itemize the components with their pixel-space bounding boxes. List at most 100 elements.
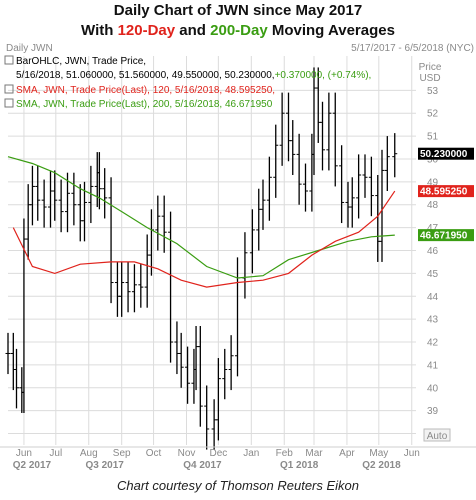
x-tick-month: Oct xyxy=(146,448,162,459)
price-bar xyxy=(52,170,58,221)
sma200-legend: SMA, JWN, Trade Price(Last), 200, 5/16/2… xyxy=(16,99,273,110)
sma120-legend: SMA, JWN, Trade Price(Last), 120, 5/16/2… xyxy=(16,85,275,96)
y-tick-label: 40 xyxy=(427,383,439,394)
price-bar xyxy=(279,92,285,166)
price-bar xyxy=(356,154,362,219)
price-tags: 50.230000 48.595250 46.671950 xyxy=(418,147,474,242)
price-axis-label: Price xyxy=(419,62,442,73)
ohlc-change: +0.370000, (+0.74%), xyxy=(275,70,372,81)
y-tick-label: 50 xyxy=(427,154,439,165)
subtitle-sma200: 200-Day xyxy=(210,22,268,39)
y-tick-label: 39 xyxy=(427,406,439,417)
y-tick-label: 47 xyxy=(427,223,439,234)
x-tick-month: Aug xyxy=(80,448,98,459)
chart-subtitle: With 120-Day and 200-Day Moving Averages xyxy=(0,22,476,39)
y-tick-label: 44 xyxy=(427,292,439,303)
price-bar xyxy=(65,172,70,233)
ohlc-legend-line2: 5/16/2018, 51.060000, 51.560000, 49.5500… xyxy=(16,70,371,81)
price-bar xyxy=(161,195,167,253)
y-tick-label: 46 xyxy=(427,246,439,257)
x-tick-quarter: Q2 2017 xyxy=(13,460,52,471)
price-bar xyxy=(249,209,255,274)
price-bar xyxy=(222,348,228,400)
price-bar xyxy=(138,264,144,308)
x-tick-quarter: Q1 2018 xyxy=(280,460,319,471)
price-bar xyxy=(368,156,374,217)
x-tick-quarter: Q4 2017 xyxy=(183,460,222,471)
x-tick-month: Feb xyxy=(276,448,294,459)
price-bar xyxy=(131,264,137,313)
price-bar xyxy=(5,332,11,375)
ohlc-legend-icon[interactable] xyxy=(4,55,14,65)
y-tick-label: 42 xyxy=(427,338,439,349)
x-tick-month: Sep xyxy=(113,448,131,459)
x-tick-month: Jun xyxy=(16,448,32,459)
price-bar xyxy=(339,145,345,224)
chart-name-label: Daily JWN xyxy=(6,43,53,54)
price-bar xyxy=(58,179,64,233)
price-bar xyxy=(260,179,266,230)
price-bar xyxy=(349,177,355,228)
legend: BarOHLC, JWN, Trade Price, 5/16/2018, 51… xyxy=(4,55,371,110)
subtitle-prefix: With xyxy=(81,22,118,39)
chart-credit: Chart courtesy of Thomson Reuters Eikon xyxy=(116,478,360,493)
price-bar xyxy=(320,101,325,171)
price-bar xyxy=(178,332,184,388)
price-bar xyxy=(290,120,296,175)
price-bar xyxy=(332,92,338,187)
price-bar xyxy=(102,168,108,219)
y-tick-label: 51 xyxy=(427,132,439,143)
last-price-tag-bg xyxy=(418,147,474,160)
x-tick-month: Apr xyxy=(339,448,355,459)
x-tick-month: Jun xyxy=(404,448,420,459)
price-bar xyxy=(204,385,210,450)
date-range-label: 5/17/2017 - 6/5/2018 (NYC) xyxy=(351,43,474,54)
ohlc-values: 5/16/2018, 51.060000, 51.560000, 49.5500… xyxy=(16,70,275,81)
price-bar xyxy=(155,195,161,251)
x-tick-quarter: Q2 2018 xyxy=(362,460,401,471)
sma120-tag-bg xyxy=(418,185,474,198)
y-tick-label: 48 xyxy=(427,200,439,211)
x-axis-ticks: Jun Jul Aug Sep Oct Nov Dec Jan Feb Mar Apr May JunQ… xyxy=(13,448,420,471)
y-tick-label: 53 xyxy=(427,86,439,97)
sma120-legend-icon[interactable] xyxy=(4,84,14,94)
price-bar xyxy=(296,133,302,205)
sma200-tag: 46.671950 xyxy=(420,231,468,242)
sma120-line xyxy=(12,190,396,288)
price-bar xyxy=(82,181,87,242)
subtitle-sma120: 120-Day xyxy=(117,22,176,39)
price-bar xyxy=(185,346,191,404)
price-bar xyxy=(228,335,234,391)
price-bar xyxy=(215,358,221,441)
price-bar xyxy=(168,211,174,363)
subtitle-mid: and xyxy=(175,22,211,39)
price-bar xyxy=(273,124,279,198)
sma200-line xyxy=(7,156,395,279)
sma200-tag-bg xyxy=(418,229,474,242)
price-bar xyxy=(303,163,308,212)
x-tick-month: Jan xyxy=(243,448,259,459)
price-bar xyxy=(125,261,131,313)
y-tick-label: 52 xyxy=(427,109,439,120)
sma200-legend-icon[interactable] xyxy=(4,98,14,108)
auto-scale-label: Auto xyxy=(427,431,448,442)
y-tick-label: 45 xyxy=(427,269,439,280)
auto-scale-button[interactable] xyxy=(423,428,451,442)
price-bar xyxy=(266,156,272,221)
price-bar xyxy=(108,177,114,304)
x-tick-month: Nov xyxy=(178,448,196,459)
last-price-tag: 50.230000 xyxy=(420,149,468,160)
price-bar xyxy=(326,92,332,171)
price-bar xyxy=(14,348,19,409)
price-bar xyxy=(362,154,368,198)
price-bar xyxy=(35,165,41,221)
ohlc-legend-line1: BarOHLC, JWN, Trade Price, xyxy=(16,56,146,67)
y-tick-label: 43 xyxy=(427,315,439,326)
x-tick-month: May xyxy=(369,448,388,459)
price-bar xyxy=(197,326,203,427)
price-bar xyxy=(96,152,102,210)
price-bar xyxy=(29,165,35,226)
x-tick-month: Jul xyxy=(49,448,62,459)
y-tick-label: 49 xyxy=(427,177,439,188)
